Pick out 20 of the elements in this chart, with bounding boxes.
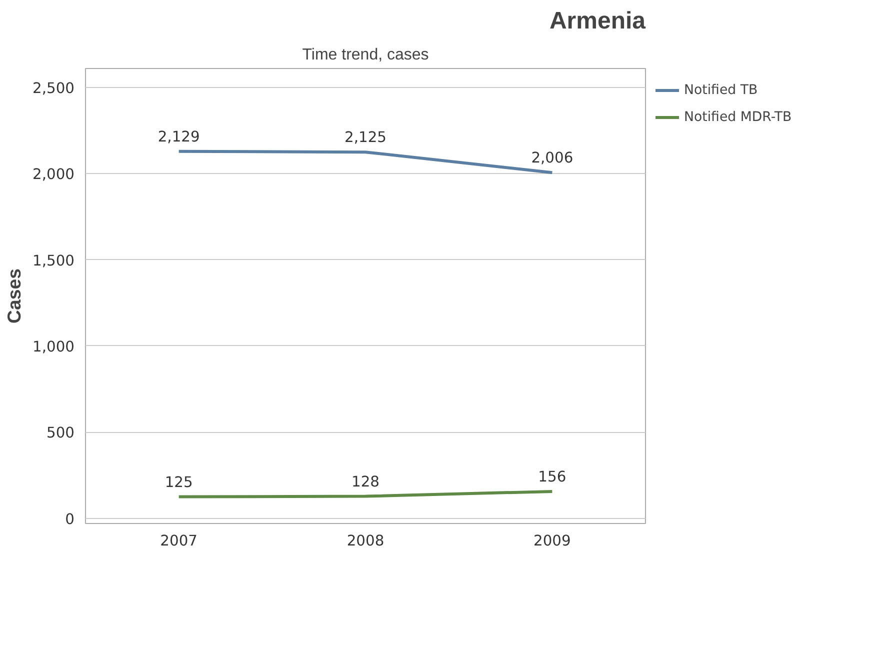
y-tick-label: 1,000 (32, 338, 75, 356)
x-tick-label: 2009 (534, 532, 571, 550)
y-tick-label: 2,500 (32, 80, 75, 97)
data-label: 125 (164, 474, 193, 491)
x-tick-label: 2008 (346, 532, 384, 550)
y-tick-label: 2,000 (32, 166, 75, 184)
chart-subtitle: Time trend, cases (302, 46, 429, 64)
data-label: 2,125 (344, 129, 386, 146)
y-tick-label: 500 (46, 424, 75, 442)
data-label: 2,006 (531, 150, 574, 167)
data-label: 156 (538, 468, 566, 486)
y-axis-title: Cases (4, 268, 25, 324)
x-tick-label: 2007 (160, 532, 198, 550)
data-label: 2,129 (158, 128, 200, 146)
legend-label: Notified MDR-TB (684, 110, 792, 124)
legend-label: Notified TB (684, 82, 758, 98)
chart-title: Armenia (549, 8, 646, 34)
y-tick-label: 0 (65, 510, 75, 528)
data-label: 128 (352, 473, 380, 490)
y-tick-label: 1,500 (32, 252, 75, 270)
